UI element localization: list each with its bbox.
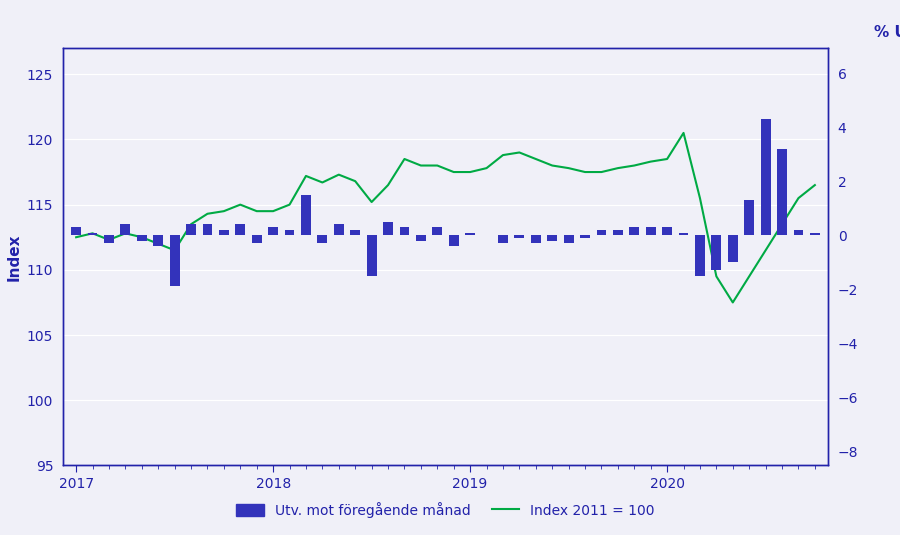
Bar <box>695 235 705 276</box>
Bar <box>104 235 114 243</box>
Bar <box>465 233 475 235</box>
Bar <box>318 235 328 243</box>
Y-axis label: Index: Index <box>6 233 22 280</box>
Bar <box>662 227 672 235</box>
Bar <box>219 230 229 235</box>
Bar <box>87 233 97 235</box>
Bar <box>515 235 525 238</box>
Bar <box>137 235 147 241</box>
Bar <box>366 235 376 276</box>
Bar <box>153 235 163 246</box>
Bar <box>416 235 426 241</box>
Bar <box>547 235 557 241</box>
Bar <box>728 235 738 262</box>
Bar <box>449 235 459 246</box>
Bar <box>334 224 344 235</box>
Bar <box>236 224 245 235</box>
Bar <box>760 119 770 235</box>
Bar <box>580 235 590 238</box>
Bar <box>400 227 410 235</box>
Bar <box>383 221 393 235</box>
Bar <box>711 235 721 270</box>
Y-axis label: % Utv: % Utv <box>874 25 900 40</box>
Legend: Utv. mot föregående månad, Index 2011 = 100: Utv. mot föregående månad, Index 2011 = … <box>230 496 661 523</box>
Bar <box>301 195 310 235</box>
Bar <box>170 235 180 286</box>
Bar <box>810 233 820 235</box>
Bar <box>71 227 81 235</box>
Bar <box>629 227 639 235</box>
Bar <box>646 227 655 235</box>
Bar <box>202 224 212 235</box>
Bar <box>284 230 294 235</box>
Bar <box>563 235 573 243</box>
Bar <box>744 200 754 235</box>
Bar <box>777 149 787 235</box>
Bar <box>350 230 360 235</box>
Bar <box>498 235 508 243</box>
Bar <box>679 233 688 235</box>
Bar <box>121 224 130 235</box>
Bar <box>794 230 804 235</box>
Bar <box>613 230 623 235</box>
Bar <box>252 235 262 243</box>
Bar <box>597 230 607 235</box>
Bar <box>432 227 442 235</box>
Bar <box>268 227 278 235</box>
Bar <box>531 235 541 243</box>
Bar <box>186 224 196 235</box>
